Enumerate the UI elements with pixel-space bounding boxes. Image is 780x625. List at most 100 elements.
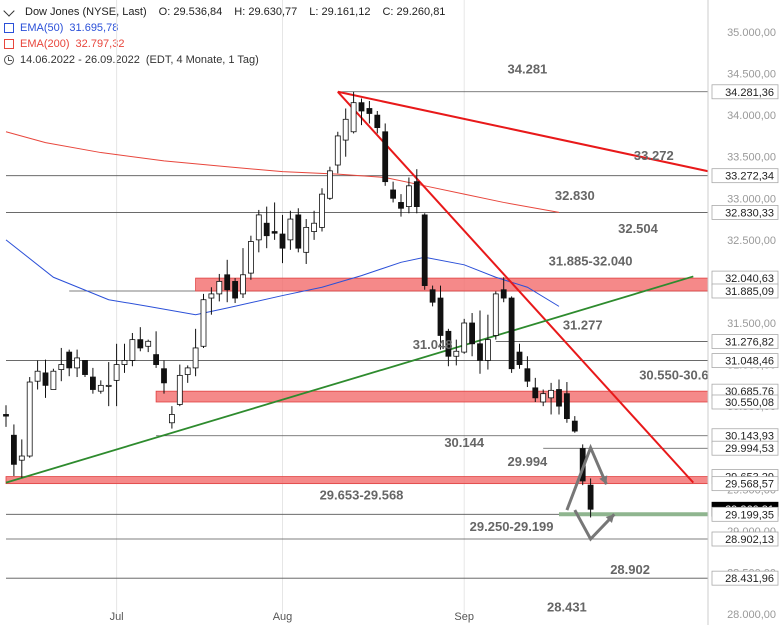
candle-body-down [232, 281, 239, 299]
candle [34, 360, 41, 390]
candle-body-down [153, 354, 160, 365]
price-tag: 28.431,96 [711, 570, 779, 586]
candle-body-down [571, 420, 578, 432]
level-label: 28.902 [610, 562, 650, 577]
price-tag-box [711, 570, 779, 586]
candle-body-down [437, 297, 444, 336]
level-label: 29.994 [508, 454, 549, 469]
high-value: H: 29.630,77 [234, 6, 298, 18]
candle [326, 166, 333, 200]
candle-body-down [556, 389, 562, 407]
price-tag: 29.568,57 [711, 476, 779, 492]
candle-body-up [548, 389, 554, 399]
resistance-zone [195, 277, 709, 292]
scenario-arrow-head [599, 475, 608, 485]
candle [429, 285, 436, 307]
candle [587, 478, 594, 518]
candle [532, 377, 539, 402]
x-tick-label: Jul [110, 611, 124, 623]
candle [398, 194, 404, 217]
price-tag: 29.199,35 [711, 506, 779, 522]
scenario-arrow [565, 443, 608, 511]
y-tick-label: 34.500,00 [727, 69, 776, 81]
candle-body-down [66, 351, 73, 369]
candle [484, 314, 491, 370]
price-tag-box [711, 506, 779, 522]
candle [461, 318, 468, 354]
price-tag-label: 30.550,08 [725, 397, 774, 409]
candle [168, 406, 175, 429]
candle-body-down [295, 214, 302, 249]
candle-body-up [200, 299, 207, 347]
price-tag-label: 29.199,35 [725, 509, 774, 521]
candle [358, 98, 365, 126]
clock-icon [4, 55, 14, 65]
price-tag-box [711, 334, 779, 349]
candle-body-up [255, 214, 262, 241]
candle [390, 181, 397, 203]
y-tick-label: 33.500,00 [727, 152, 776, 164]
candle [50, 368, 57, 390]
price-tag: 30.550,08 [711, 394, 779, 410]
candle-body-down [516, 351, 523, 365]
candle-body-up [350, 102, 357, 133]
candle [453, 339, 460, 366]
candle [137, 327, 144, 352]
candle [548, 382, 554, 415]
candle-body-up [326, 170, 333, 199]
candle [516, 343, 523, 369]
price-tag-label: 31.885,09 [725, 286, 774, 298]
y-tick-label: 35.000,00 [727, 27, 776, 39]
price-tag-label: 30.143,93 [725, 431, 774, 443]
ema50-value: 31.695,78 [69, 22, 119, 34]
candle [82, 360, 88, 378]
candle [421, 213, 428, 290]
candle [66, 349, 73, 377]
candle [556, 379, 562, 415]
price-tag-label: 32.040,63 [725, 273, 774, 285]
candle-body-down [263, 222, 270, 237]
candle-body-up [216, 281, 223, 295]
candle-body-up [105, 384, 112, 387]
candle-body-down [445, 330, 452, 357]
price-tag-label: 34.281,36 [725, 87, 774, 99]
candle [287, 210, 294, 250]
candle-body-up [319, 193, 325, 228]
candle [311, 210, 318, 240]
ema200-swatch-icon [4, 39, 14, 49]
candle-body-down [524, 368, 531, 382]
candle [192, 328, 199, 377]
candle-body-up [492, 293, 499, 336]
legend-ema50-row[interactable]: EMA(50) 31.695,78 [4, 20, 451, 36]
candle [303, 219, 310, 264]
ema200-label: EMA(200) [20, 38, 70, 50]
price-tag-label: 31.276,82 [725, 337, 774, 349]
candle [208, 287, 215, 315]
candle-body-up [334, 135, 341, 166]
level-label: 31.048 [413, 337, 453, 352]
level-label: 34.281 [508, 62, 548, 77]
candle-body-down [390, 189, 397, 199]
ema50-label: EMA(50) [20, 22, 64, 34]
candle-body-down [90, 376, 96, 390]
date-range: 14.06.2022 - 26.09.2022 [20, 54, 140, 66]
y-tick-label: 34.000,00 [727, 110, 776, 122]
candle-body-up [113, 364, 120, 381]
candle [97, 380, 104, 394]
candle-body-up [184, 367, 191, 375]
candle [153, 331, 160, 368]
candle [200, 293, 207, 348]
price-tag-label: 28.431,96 [725, 573, 774, 585]
candle-body-down [42, 372, 49, 386]
price-tag: 33.272,34 [711, 168, 779, 184]
legend-ema200-row[interactable]: EMA(200) 32.797,32 [4, 36, 451, 52]
candle-body-up [240, 274, 246, 295]
candle [121, 343, 128, 373]
price-tag-label: 29.994,53 [725, 443, 774, 455]
level-label: 32.504 [618, 221, 659, 236]
candle-body-up [484, 339, 491, 361]
price-tag: 29.994,53 [711, 440, 779, 456]
downtrend-line [337, 91, 695, 484]
open-value: O: 29.536,84 [158, 6, 223, 18]
